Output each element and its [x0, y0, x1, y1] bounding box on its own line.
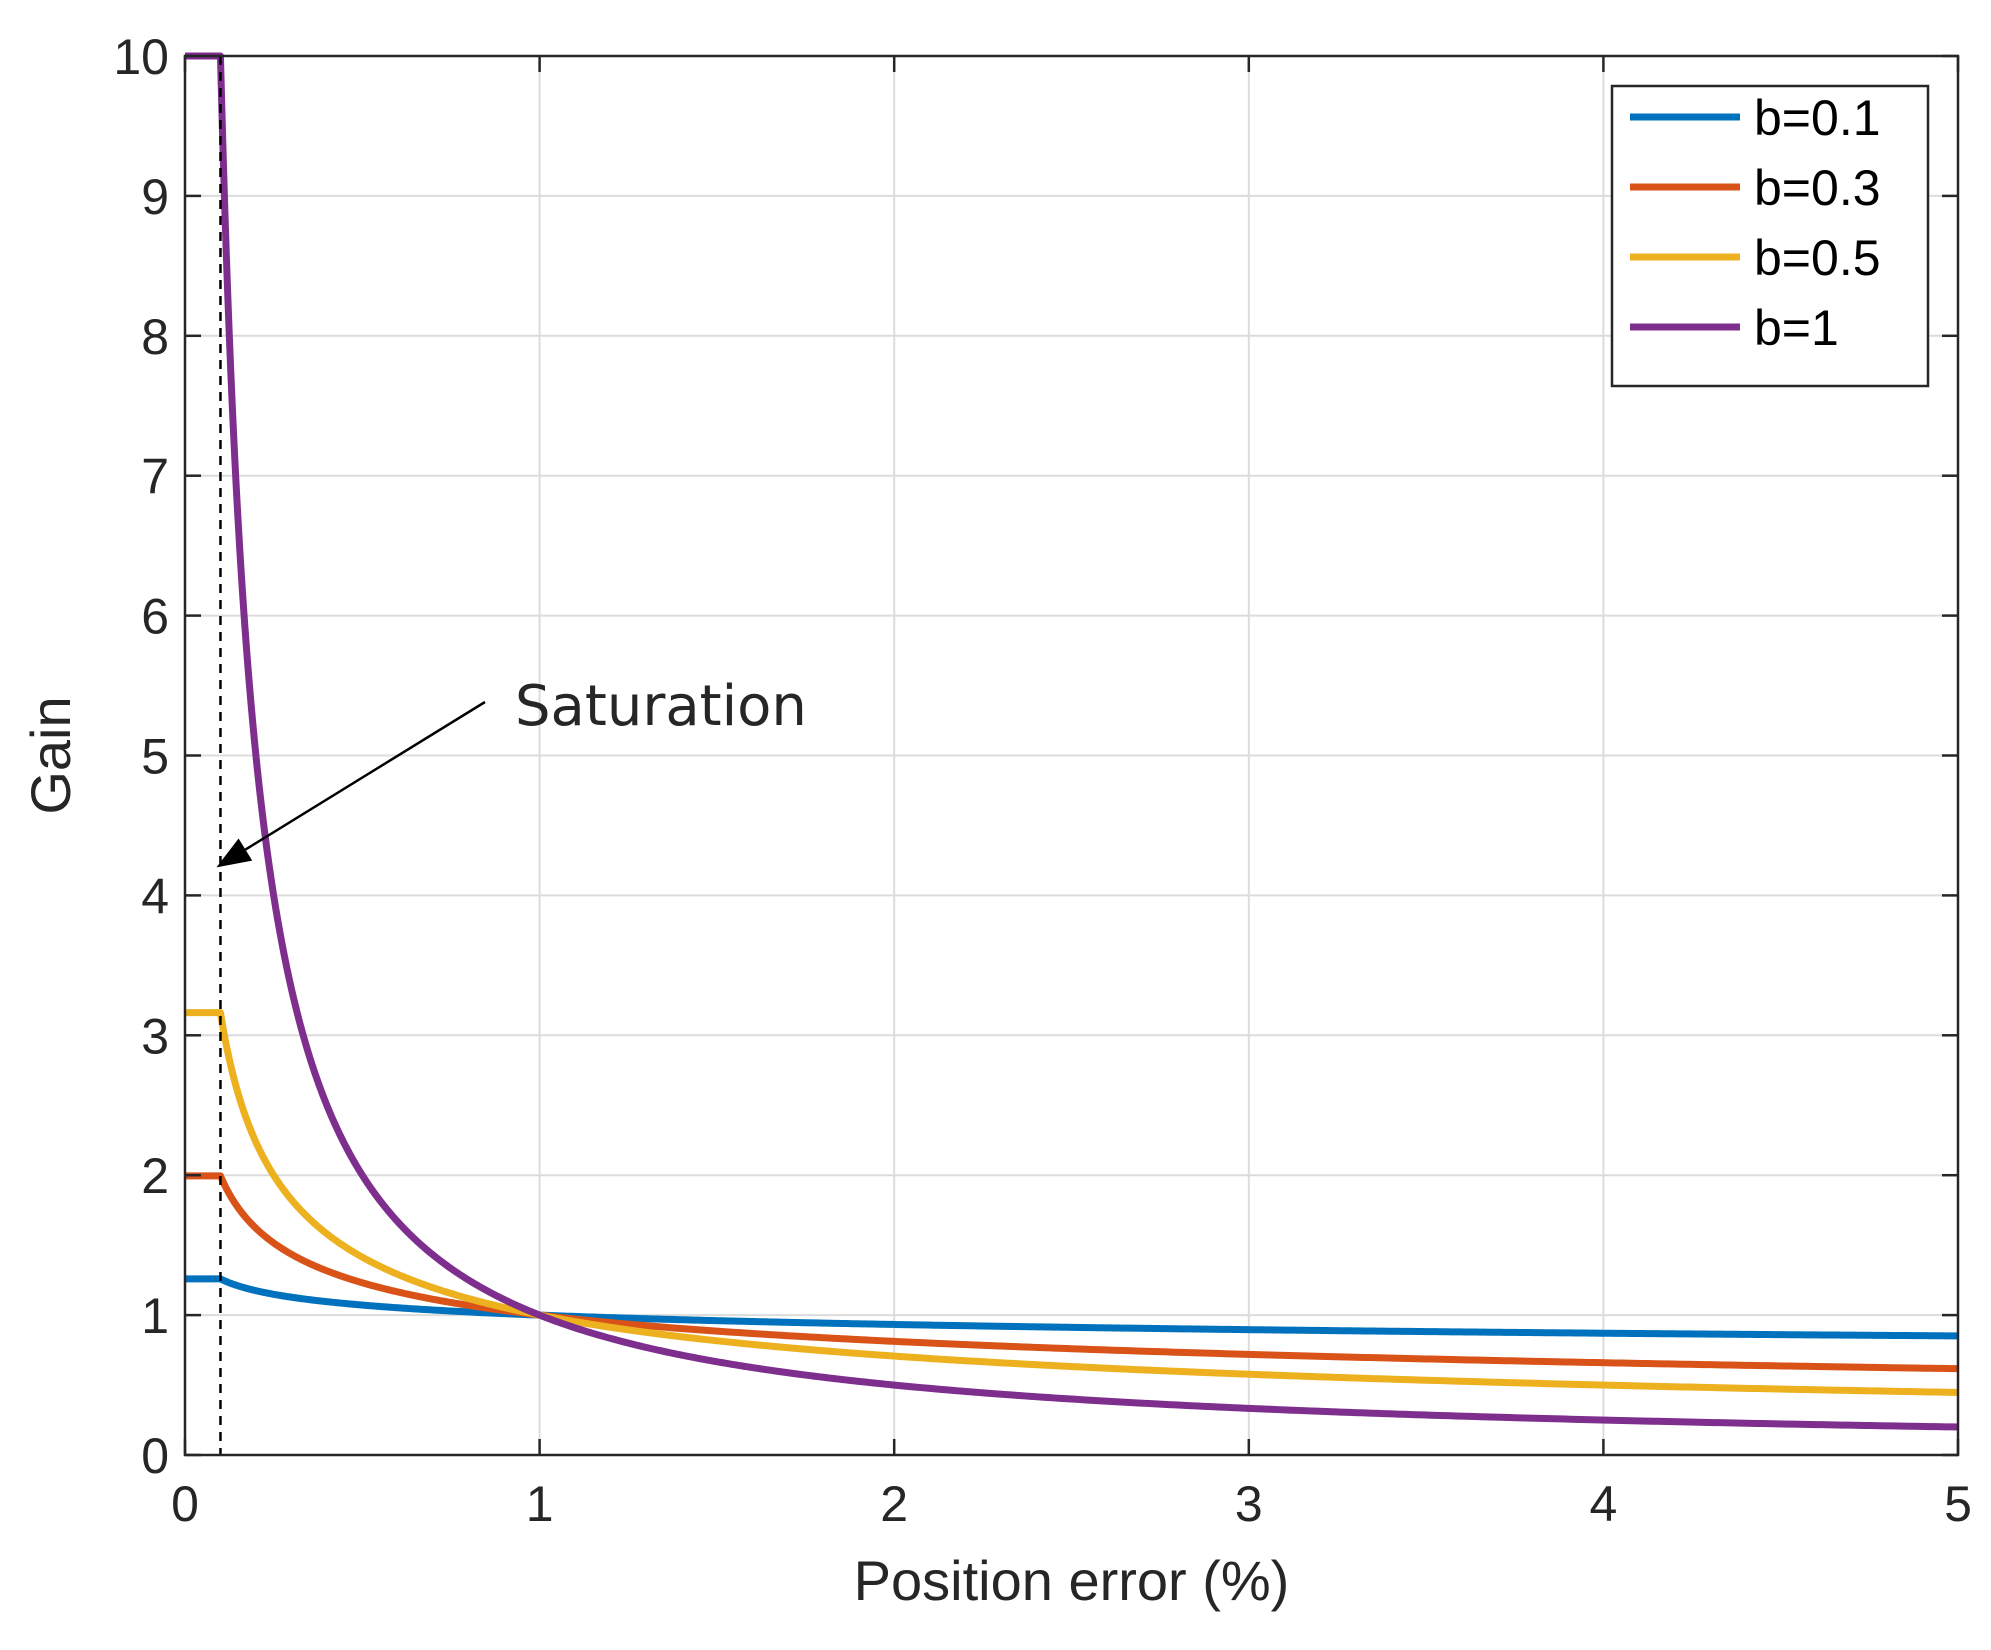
legend-label: b=0.5: [1754, 230, 1881, 286]
series-line-b=0.1: [185, 1275, 1959, 1340]
x-axis-label: Position error (%): [854, 1549, 1290, 1612]
y-tick-label: 4: [141, 868, 169, 924]
y-tick-label: 3: [141, 1008, 169, 1064]
y-tick-label: 2: [141, 1148, 169, 1204]
annotation-arrow-line: [244, 700, 486, 851]
legend-label: b=1: [1754, 300, 1839, 356]
y-tick-label: 9: [141, 169, 169, 225]
legend-label: b=0.1: [1754, 90, 1881, 146]
legend-box: [1610, 84, 1930, 388]
y-tick-label: 10: [113, 29, 169, 85]
axis-ticks: [183, 54, 1960, 1457]
y-tick-label: 0: [141, 1428, 169, 1484]
annotation-arrowhead: [216, 838, 253, 868]
y-tick-labels: 0 1 2 3 4 5 6 7 8 9 10: [113, 29, 169, 1484]
y-tick-label: 6: [141, 589, 169, 645]
x-tick-label: 3: [1235, 1476, 1263, 1532]
x-tick-label: 4: [1589, 1476, 1617, 1532]
x-tick-labels: 0 1 2 3 4 5: [171, 1476, 1972, 1532]
y-tick-label: 8: [141, 309, 169, 365]
series-line-b=0.3: [185, 1172, 1959, 1373]
y-tick-label: 1: [141, 1288, 169, 1344]
x-tick-label: 0: [171, 1476, 199, 1532]
y-axis-label: Gain: [19, 696, 82, 814]
legend-label: b=0.3: [1754, 160, 1881, 216]
series-lines: [185, 52, 1959, 1431]
x-tick-label: 5: [1944, 1476, 1972, 1532]
series-line-b=0.5: [185, 1009, 1959, 1396]
legend: b=0.1 b=0.3 b=0.5 b=1: [1610, 84, 1930, 388]
annotation-text: Saturation: [515, 674, 807, 739]
x-tick-label: 1: [526, 1476, 554, 1532]
saturation-annotation: Saturation: [216, 674, 807, 868]
y-tick-label: 7: [141, 449, 169, 505]
x-tick-label: 2: [880, 1476, 908, 1532]
series-line-b=1: [185, 52, 1959, 1431]
y-tick-label: 5: [141, 729, 169, 785]
